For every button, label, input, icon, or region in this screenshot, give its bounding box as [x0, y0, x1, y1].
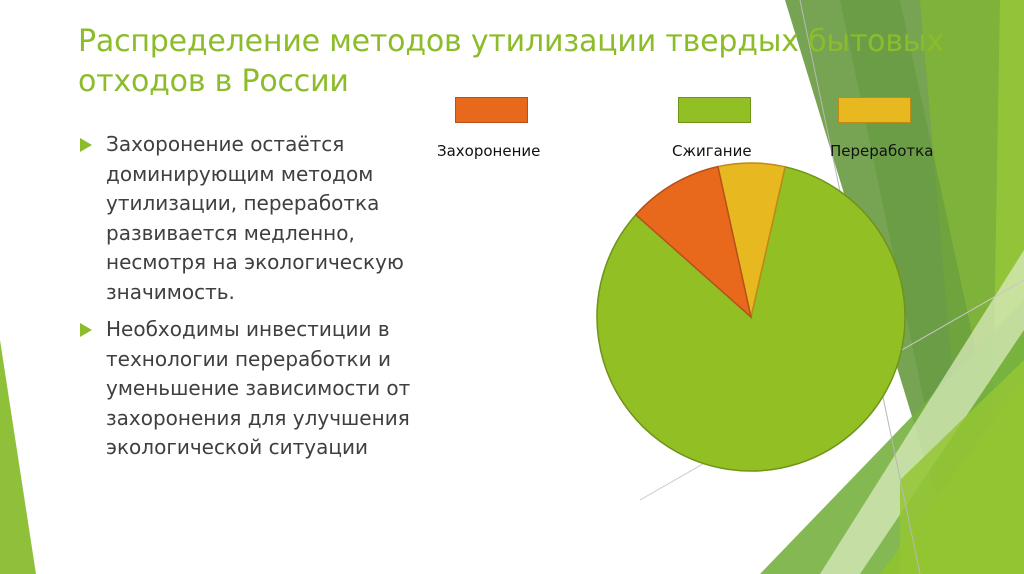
pie-slice-burial	[634, 165, 753, 320]
legend-swatch-burial	[455, 97, 528, 123]
legend-swatch-incineration	[678, 97, 751, 123]
slide-title: Распределение методов утилизации твердых…	[78, 24, 944, 99]
bullet-text: Необходимы инвестиции в технологии перер…	[106, 317, 411, 459]
triangle-right-icon	[80, 138, 92, 152]
bullet-list: Захоронение остаётся доминирующим методо…	[78, 130, 438, 471]
pie-slice-incineration	[596, 165, 906, 472]
left-accent-shape	[0, 340, 36, 574]
bullet-item: Захоронение остаётся доминирующим методо…	[78, 130, 438, 307]
pie-slices	[596, 162, 906, 472]
bullet-item: Необходимы инвестиции в технологии перер…	[78, 315, 438, 463]
facet-highlight	[820, 250, 1024, 574]
legend-label-recycling: Переработка	[830, 142, 934, 160]
legend-label-incineration: Сжигание	[672, 142, 752, 160]
facet-bottom-3	[900, 360, 1024, 574]
bullet-text: Захоронение остаётся доминирующим методо…	[106, 132, 404, 304]
legend-label-burial: Захоронение	[437, 142, 541, 160]
triangle-right-icon	[80, 323, 92, 337]
legend-swatch-recycling	[838, 97, 911, 123]
